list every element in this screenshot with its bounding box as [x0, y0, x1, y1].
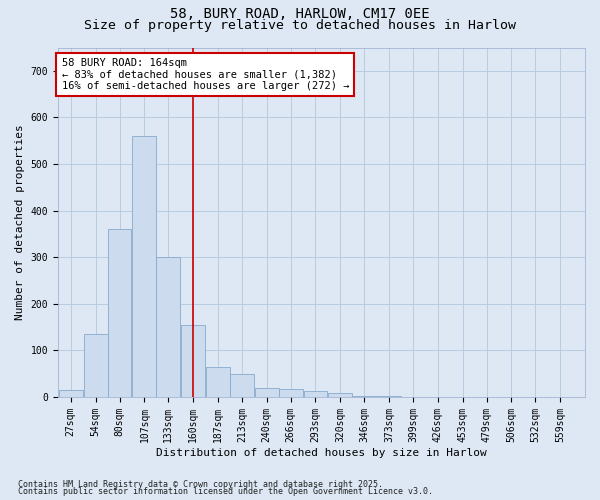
Y-axis label: Number of detached properties: Number of detached properties — [15, 124, 25, 320]
Text: Size of property relative to detached houses in Harlow: Size of property relative to detached ho… — [84, 19, 516, 32]
Bar — [206, 366, 230, 397]
Bar — [230, 374, 254, 397]
Bar — [59, 390, 83, 397]
Bar — [278, 388, 302, 397]
Bar — [181, 324, 205, 397]
Bar — [83, 334, 107, 397]
Bar — [304, 391, 328, 397]
Bar — [328, 393, 352, 397]
Text: Contains HM Land Registry data © Crown copyright and database right 2025.: Contains HM Land Registry data © Crown c… — [18, 480, 383, 489]
Bar — [107, 229, 131, 397]
X-axis label: Distribution of detached houses by size in Harlow: Distribution of detached houses by size … — [156, 448, 487, 458]
Bar — [133, 136, 157, 397]
Bar — [157, 257, 180, 397]
Bar — [255, 388, 278, 397]
Text: 58 BURY ROAD: 164sqm
← 83% of detached houses are smaller (1,382)
16% of semi-de: 58 BURY ROAD: 164sqm ← 83% of detached h… — [62, 58, 349, 91]
Bar — [352, 396, 376, 397]
Bar — [377, 396, 401, 397]
Text: Contains public sector information licensed under the Open Government Licence v3: Contains public sector information licen… — [18, 487, 433, 496]
Text: 58, BURY ROAD, HARLOW, CM17 0EE: 58, BURY ROAD, HARLOW, CM17 0EE — [170, 8, 430, 22]
